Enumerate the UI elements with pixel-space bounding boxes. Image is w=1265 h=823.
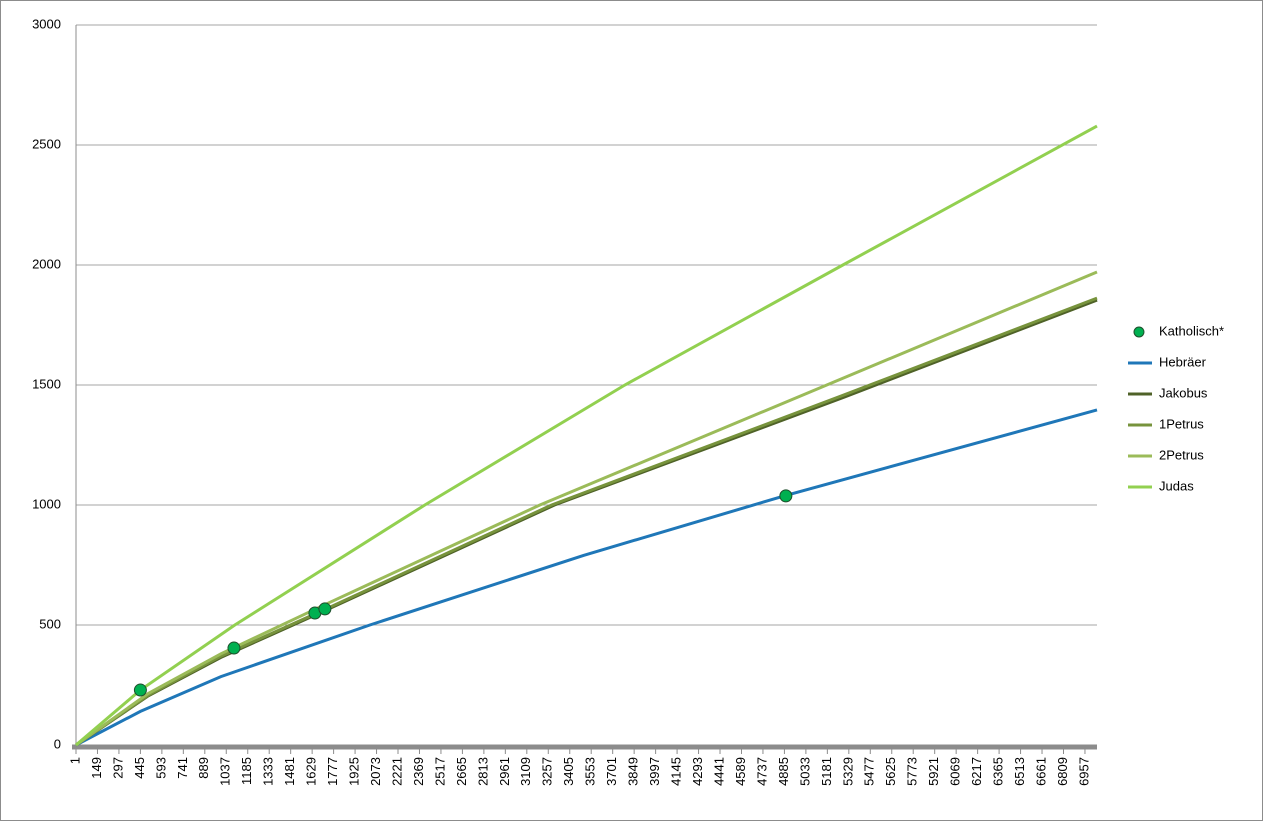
x-tick-label: 4293 — [690, 757, 705, 786]
y-tick-label: 1500 — [32, 376, 61, 391]
x-tick-label: 593 — [153, 757, 168, 779]
legend-label: Hebräer — [1159, 354, 1207, 369]
x-tick-label: 1037 — [218, 757, 233, 786]
legend-label: Katholisch* — [1159, 323, 1224, 338]
x-tick-label: 6365 — [991, 757, 1006, 786]
x-tick-label: 1925 — [347, 757, 362, 786]
y-tick-label: 500 — [39, 616, 61, 631]
scatter-point — [133, 683, 147, 697]
x-tick-label: 1777 — [325, 757, 340, 786]
x-tick-label: 1 — [67, 757, 82, 764]
legend-label: 1Petrus — [1159, 416, 1204, 431]
x-tick-label: 6217 — [969, 757, 984, 786]
x-tick-label: 4737 — [754, 757, 769, 786]
x-tick-label: 3997 — [647, 757, 662, 786]
y-tick-label: 2000 — [32, 256, 61, 271]
legend-label: 2Petrus — [1159, 447, 1204, 462]
x-tick-label: 1629 — [304, 757, 319, 786]
x-tick-label: 5181 — [819, 757, 834, 786]
legend-label: Judas — [1159, 478, 1194, 493]
x-tick-label: 1333 — [261, 757, 276, 786]
legend-marker — [1133, 326, 1145, 338]
y-tick-label: 1000 — [32, 496, 61, 511]
x-tick-label: 3109 — [518, 757, 533, 786]
legend-label: Jakobus — [1159, 385, 1208, 400]
x-tick-label: 6661 — [1033, 757, 1048, 786]
x-tick-label: 2221 — [389, 757, 404, 786]
x-tick-label: 3553 — [583, 757, 598, 786]
x-tick-label: 3701 — [604, 757, 619, 786]
x-tick-label: 5477 — [862, 757, 877, 786]
x-tick-label: 2813 — [475, 757, 490, 786]
scatter-point — [779, 489, 793, 503]
x-tick-label: 6809 — [1055, 757, 1070, 786]
x-tick-label: 741 — [175, 757, 190, 779]
x-tick-label: 4441 — [711, 757, 726, 786]
y-tick-label: 0 — [54, 736, 61, 751]
x-tick-label: 3849 — [626, 757, 641, 786]
y-tick-label: 2500 — [32, 136, 61, 151]
x-tick-label: 6069 — [948, 757, 963, 786]
scatter-point — [318, 602, 332, 616]
x-tick-label: 2961 — [497, 757, 512, 786]
y-tick-label: 3000 — [32, 16, 61, 31]
x-tick-label: 5033 — [797, 757, 812, 786]
x-tick-label: 3405 — [561, 757, 576, 786]
x-tick-label: 1481 — [282, 757, 297, 786]
x-tick-label: 6513 — [1012, 757, 1027, 786]
x-tick-label: 4885 — [776, 757, 791, 786]
x-tick-label: 6957 — [1076, 757, 1091, 786]
x-tick-label: 297 — [110, 757, 125, 779]
x-tick-label: 1185 — [239, 757, 254, 785]
x-tick-label: 2665 — [454, 757, 469, 786]
x-tick-label: 4145 — [669, 757, 684, 786]
x-tick-label: 889 — [196, 757, 211, 779]
x-tick-label: 5921 — [926, 757, 941, 786]
x-tick-label: 149 — [89, 757, 104, 779]
x-tick-label: 4589 — [733, 757, 748, 786]
x-tick-label: 5329 — [840, 757, 855, 786]
x-tick-label: 5773 — [905, 757, 920, 786]
x-tick-label: 3257 — [540, 757, 555, 786]
scatter-point — [227, 641, 241, 655]
x-tick-label: 2369 — [411, 757, 426, 786]
x-tick-label: 2073 — [368, 757, 383, 786]
x-tick-label: 2517 — [432, 757, 447, 786]
x-tick-label: 5625 — [883, 757, 898, 786]
x-tick-label: 445 — [132, 757, 147, 779]
